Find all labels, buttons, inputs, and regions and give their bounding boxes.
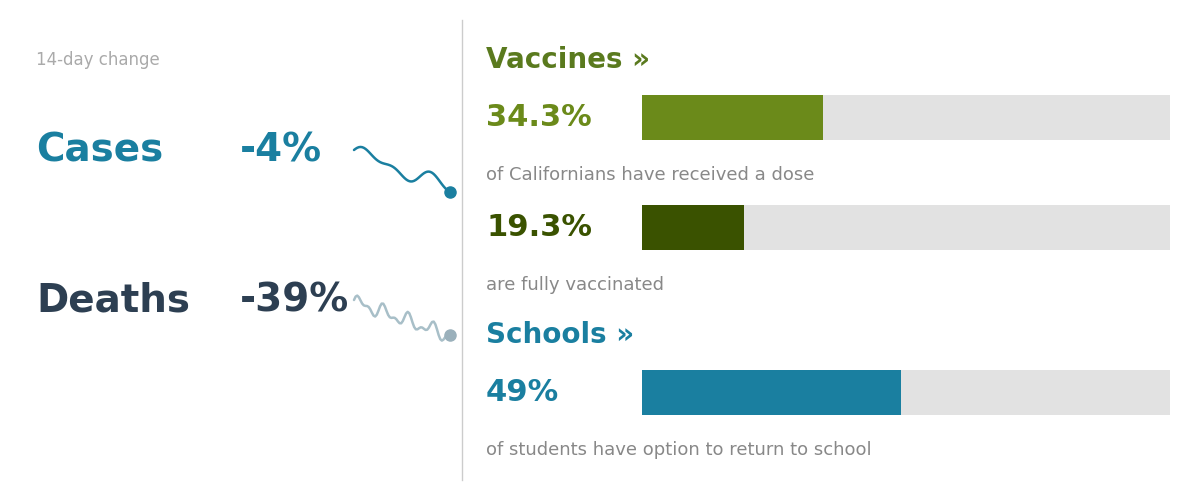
Text: -4%: -4% — [240, 131, 322, 169]
Bar — [642, 95, 823, 140]
Text: Schools »: Schools » — [486, 321, 635, 349]
Text: 19.3%: 19.3% — [486, 213, 592, 242]
Bar — [642, 205, 744, 250]
Bar — [642, 370, 901, 415]
Text: Vaccines »: Vaccines » — [486, 46, 650, 74]
Bar — [642, 370, 1170, 415]
Text: of Californians have received a dose: of Californians have received a dose — [486, 166, 815, 184]
Text: 14-day change: 14-day change — [36, 51, 160, 69]
Text: 49%: 49% — [486, 378, 559, 407]
Text: Deaths: Deaths — [36, 281, 190, 319]
Bar — [642, 95, 1170, 140]
Text: Cases: Cases — [36, 131, 163, 169]
Bar — [642, 205, 1170, 250]
Text: of students have option to return to school: of students have option to return to sch… — [486, 441, 871, 459]
Text: -39%: -39% — [240, 281, 349, 319]
Text: are fully vaccinated: are fully vaccinated — [486, 276, 664, 294]
Text: 34.3%: 34.3% — [486, 103, 592, 132]
